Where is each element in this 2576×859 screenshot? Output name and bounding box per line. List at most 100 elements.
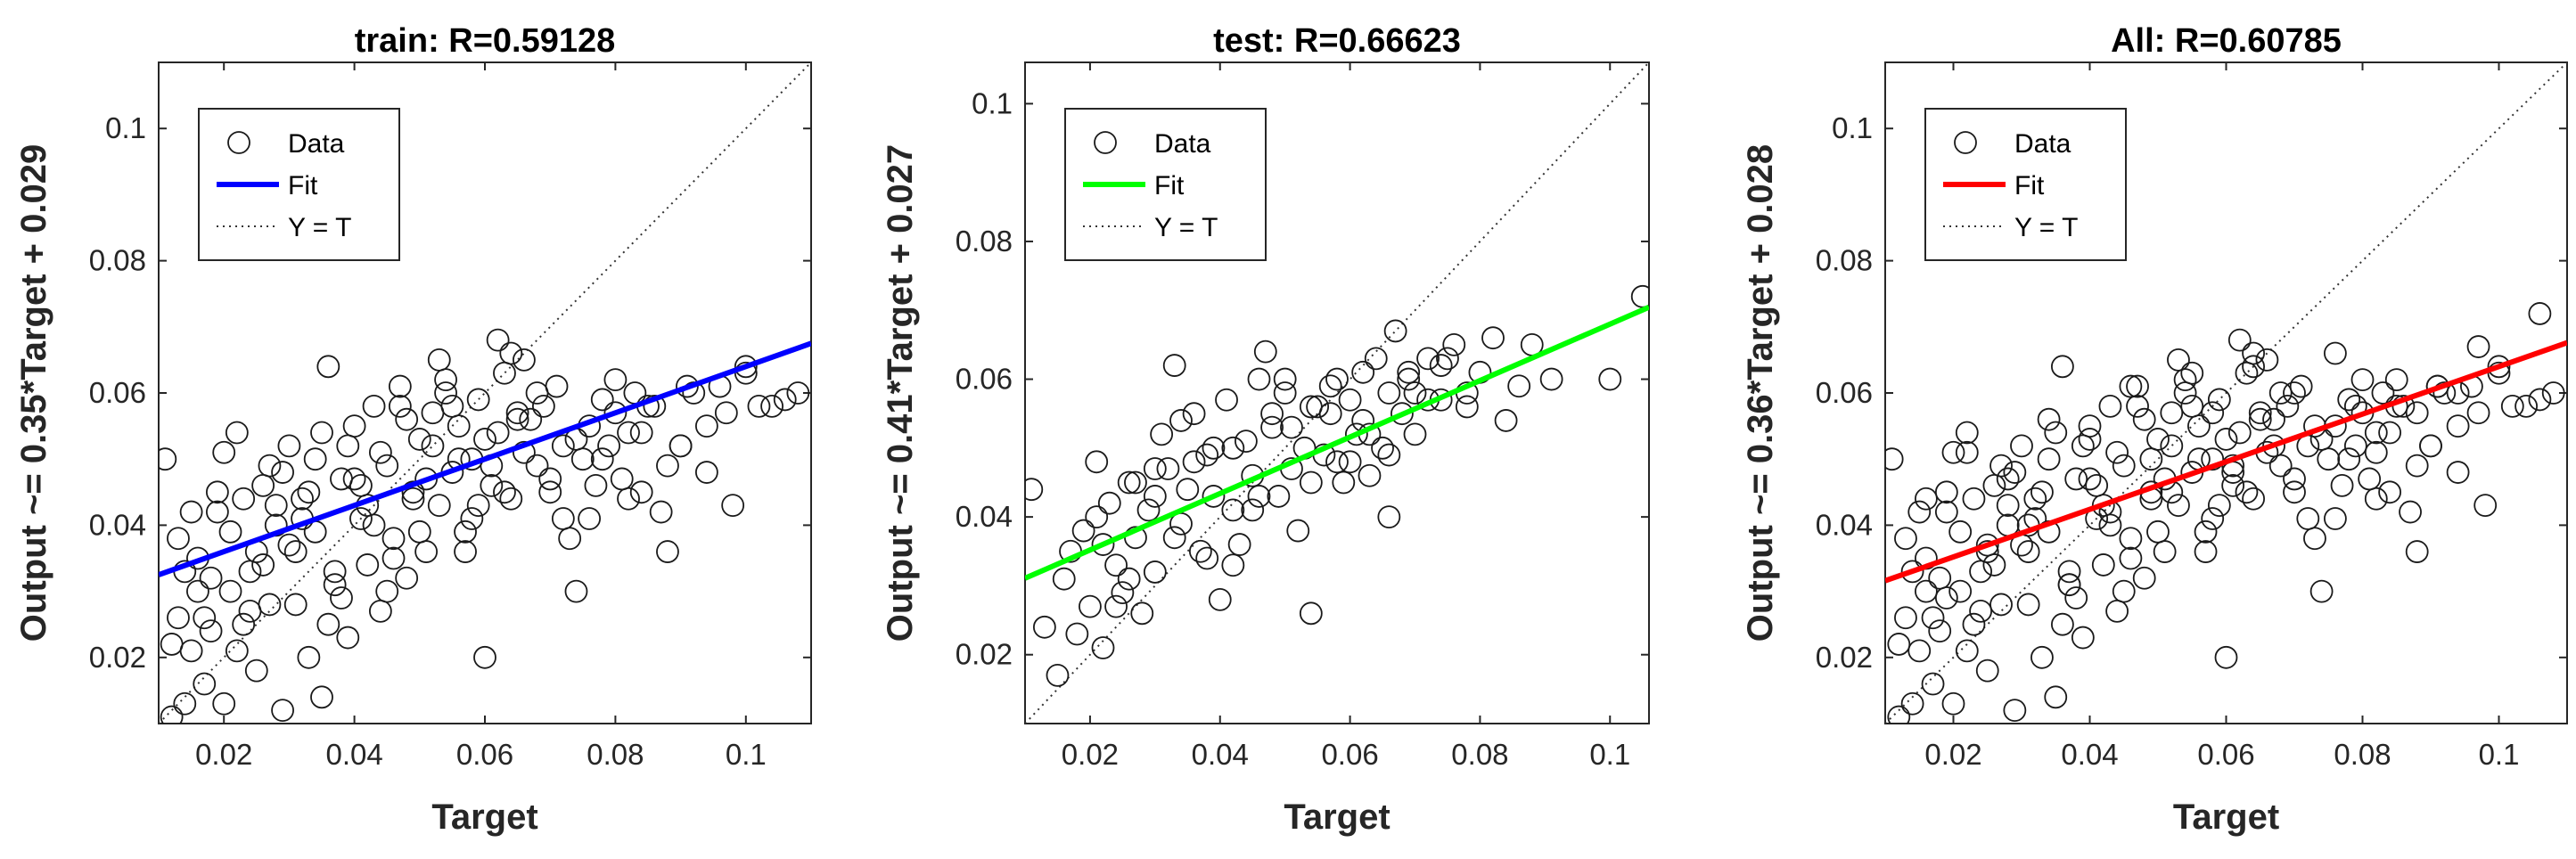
legend-identity-label: Y = T xyxy=(288,213,351,242)
data-point xyxy=(1377,381,1401,405)
data-point xyxy=(1383,319,1407,343)
data-point xyxy=(1150,422,1174,446)
data-point xyxy=(1429,354,1453,377)
data-point xyxy=(395,566,419,590)
data-point xyxy=(401,487,425,511)
data-point xyxy=(316,355,340,379)
data-point xyxy=(1921,672,1945,696)
data-point xyxy=(1273,367,1297,391)
data-point xyxy=(2378,480,2402,504)
data-point xyxy=(460,507,484,530)
data-point xyxy=(1136,498,1161,522)
data-point xyxy=(1975,659,1999,683)
data-point xyxy=(1195,546,1219,570)
x-tick-label: 0.1 xyxy=(726,738,767,771)
data-point xyxy=(2248,407,2272,431)
data-point xyxy=(2466,335,2490,358)
data-point xyxy=(2371,381,2395,405)
data-point xyxy=(1104,553,1128,577)
data-point xyxy=(2207,494,2231,518)
data-point xyxy=(1202,436,1226,460)
data-point xyxy=(1176,478,1200,502)
data-point xyxy=(519,407,543,431)
data-point xyxy=(2466,401,2490,425)
data-point xyxy=(1143,485,1167,508)
data-point xyxy=(1371,436,1394,460)
data-point xyxy=(2194,540,2218,563)
data-point xyxy=(2323,507,2347,530)
data-point xyxy=(2283,480,2306,504)
data-point xyxy=(2050,612,2074,636)
data-point xyxy=(2119,546,2143,570)
data-point xyxy=(1358,463,1382,487)
data-point xyxy=(1338,388,1362,412)
data-point xyxy=(466,494,490,518)
data-point xyxy=(2078,467,2102,491)
data-point xyxy=(1325,367,1349,391)
data-point xyxy=(2378,421,2402,445)
data-point xyxy=(1900,691,1924,716)
legend-data-label: Data xyxy=(1154,129,1211,159)
data-point xyxy=(283,593,308,617)
data-point xyxy=(2112,454,2136,478)
data-point xyxy=(1111,581,1135,605)
data-point xyxy=(167,527,190,551)
identity-line xyxy=(159,62,811,724)
data-point xyxy=(2446,461,2470,484)
data-point xyxy=(747,394,771,418)
data-point xyxy=(1318,374,1342,398)
data-point xyxy=(1267,485,1291,508)
data-point xyxy=(2514,394,2539,418)
data-point xyxy=(264,494,288,518)
data-point xyxy=(545,374,569,398)
data-point xyxy=(2064,467,2088,491)
data-point xyxy=(2343,434,2367,458)
data-point xyxy=(2419,434,2442,458)
data-point xyxy=(199,566,223,590)
data-point xyxy=(2091,553,2115,577)
data-point xyxy=(349,473,373,497)
data-point xyxy=(1989,593,2013,617)
data-point xyxy=(473,428,496,451)
data-point xyxy=(643,394,667,418)
data-point xyxy=(179,500,203,524)
data-point xyxy=(1124,470,1147,495)
data-point xyxy=(2405,401,2429,425)
y-axis-label: Output ~= 0.35*Target + 0.029 xyxy=(14,144,53,642)
data-point xyxy=(427,494,451,518)
data-point xyxy=(1507,374,1531,398)
data-point xyxy=(2207,388,2231,412)
y-tick-label: 0.02 xyxy=(1816,641,1873,674)
data-point xyxy=(1934,586,1958,609)
data-point xyxy=(1325,450,1349,474)
data-point xyxy=(2487,361,2511,385)
data-point xyxy=(1241,498,1265,522)
data-point xyxy=(2227,328,2252,352)
data-point xyxy=(407,519,431,544)
data-point xyxy=(218,579,242,603)
data-point xyxy=(421,434,445,458)
data-point xyxy=(1085,505,1109,529)
data-point xyxy=(1221,436,1245,460)
data-point xyxy=(1364,347,1388,371)
data-point xyxy=(336,626,360,650)
data-point xyxy=(193,672,217,696)
data-point xyxy=(2119,374,2143,398)
data-point xyxy=(486,421,510,445)
data-point xyxy=(2214,428,2238,451)
data-point xyxy=(1156,457,1180,480)
data-point xyxy=(225,639,249,663)
data-point xyxy=(2221,473,2245,497)
data-point xyxy=(649,500,673,524)
data-point xyxy=(2364,440,2388,464)
data-point xyxy=(1941,691,1965,716)
data-point xyxy=(1894,606,1917,630)
data-point xyxy=(218,519,242,544)
data-point xyxy=(310,421,333,445)
data-point xyxy=(1169,409,1193,432)
data-point xyxy=(721,494,745,518)
x-tick-label: 0.06 xyxy=(2197,738,2254,771)
data-point xyxy=(1955,440,1979,464)
data-point xyxy=(1286,519,1310,543)
legend-identity-label: Y = T xyxy=(1154,213,1218,242)
